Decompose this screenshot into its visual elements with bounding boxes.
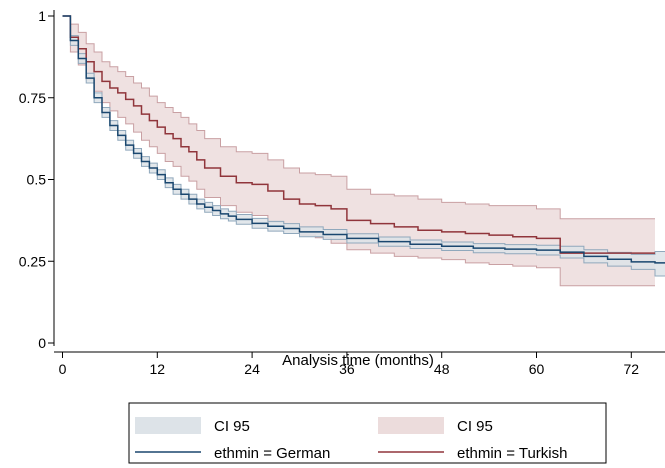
x-tick-label: 24 [244, 361, 260, 377]
ci-band-turkish [62, 16, 655, 286]
x-tick-label: 72 [624, 361, 640, 377]
legend-label-turkish-ci: CI 95 [457, 418, 493, 435]
legend-swatch-turkish-ci [378, 417, 444, 434]
x-tick-label: 0 [59, 361, 67, 377]
ci-upper-edge-turkish [62, 15, 655, 220]
y-tick-label: 0.25 [19, 253, 46, 269]
plot-area [62, 15, 665, 287]
legend-swatch-german-ci [135, 417, 201, 434]
ci-upper-edge-german [62, 15, 665, 255]
x-axis-ticks: 0 12 24 36 48 60 72 [59, 352, 640, 377]
legend-label-german-ci: CI 95 [214, 418, 250, 435]
y-tick-label: 1 [38, 8, 46, 24]
legend: CI 95 CI 95 ethmin = German ethmin = Tur… [128, 402, 607, 464]
y-tick-label: 0 [38, 335, 46, 351]
y-tick-label: 0.5 [27, 172, 47, 188]
legend-label-turkish-line: ethmin = Turkish [457, 445, 567, 462]
x-tick-label: 48 [434, 361, 450, 377]
x-tick-label: 60 [529, 361, 545, 377]
legend-label-german-line: ethmin = German [214, 445, 330, 462]
x-tick-label: 36 [339, 361, 355, 377]
survival-line-german [62, 15, 665, 264]
survival-lines [62, 15, 665, 264]
y-axis-ticks: 0 0.25 0.5 0.75 1 [19, 8, 54, 351]
survival-line-turkish [62, 15, 655, 254]
axes: 0 0.25 0.5 0.75 1 0 12 24 36 48 60 72 [19, 8, 665, 377]
y-tick-label: 0.75 [19, 90, 46, 106]
x-axis-title: Analysis time (months) [282, 352, 434, 369]
x-tick-label: 12 [150, 361, 166, 377]
legend-box [128, 402, 607, 464]
